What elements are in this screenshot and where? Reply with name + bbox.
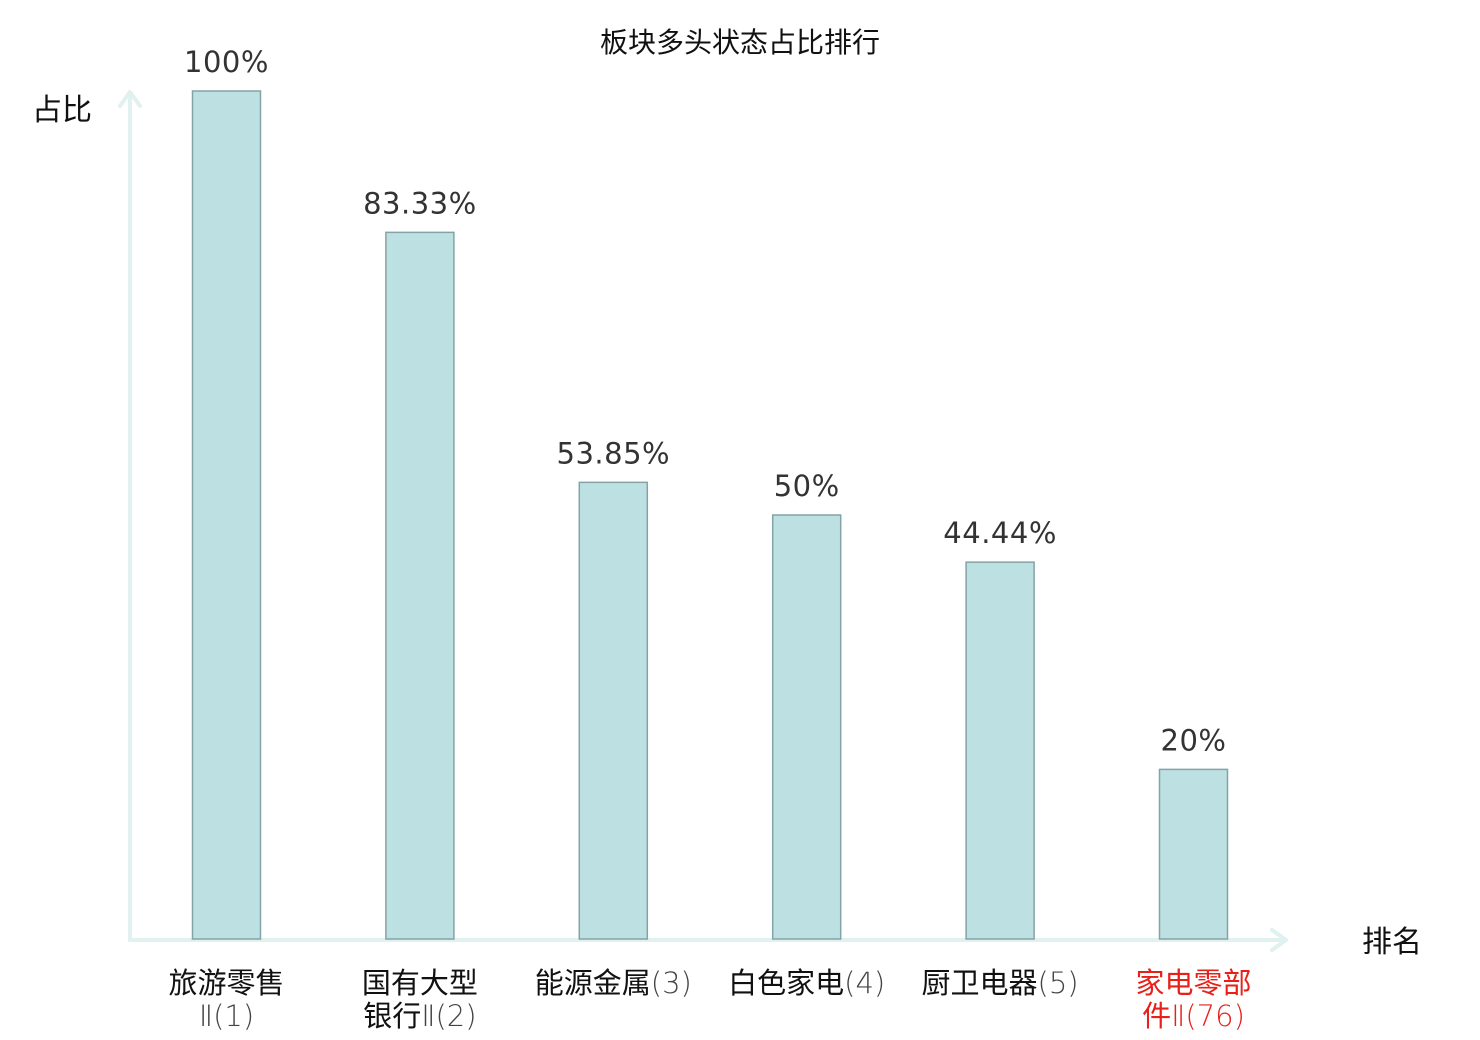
y-axis-label: 占比 xyxy=(32,93,92,128)
x-tick-rank: Ⅱ(1) xyxy=(199,999,254,1033)
x-tick-label: 银行Ⅱ(2) xyxy=(363,999,476,1033)
x-tick-name: 国有大型 xyxy=(362,966,478,1000)
x-tick-name: 白色家电 xyxy=(728,966,844,1000)
bar xyxy=(578,481,649,940)
bar-value-label: 100% xyxy=(184,45,269,79)
x-tick-label: 旅游零售 xyxy=(168,966,284,1000)
x-axis-line xyxy=(128,928,1288,952)
x-tick-label: 白色家电(4) xyxy=(728,966,885,1000)
x-tick-label: Ⅱ(1) xyxy=(199,999,254,1033)
bar xyxy=(1158,768,1229,940)
x-tick-label: 能源金属(3) xyxy=(535,966,692,1000)
bar xyxy=(385,231,455,940)
x-tick-label: 家电零部 xyxy=(1135,966,1251,1000)
chart-title: 板块多头状态占比排行 xyxy=(600,26,880,59)
y-axis-line xyxy=(118,90,142,942)
x-tick-name: 件 xyxy=(1142,999,1171,1033)
x-tick-rank: (3) xyxy=(651,966,692,1000)
x-tick-name: 旅游零售 xyxy=(168,966,284,1000)
x-tick-label: 件Ⅱ(76) xyxy=(1142,999,1245,1033)
bar xyxy=(771,514,842,940)
x-tick-name: 厨卫电器 xyxy=(922,966,1038,1000)
bar xyxy=(191,90,262,940)
x-tick-rank: Ⅱ(2) xyxy=(421,999,476,1033)
x-axis-label: 排名 xyxy=(1362,925,1422,960)
x-tick-rank: (5) xyxy=(1038,966,1079,1000)
bar-value-label: 44.44% xyxy=(943,516,1057,550)
x-tick-name: 银行 xyxy=(363,999,421,1033)
bar xyxy=(965,561,1035,940)
x-tick-rank: Ⅱ(76) xyxy=(1171,999,1245,1033)
x-tick-label: 厨卫电器(5) xyxy=(922,966,1079,1000)
x-tick-rank: (4) xyxy=(844,966,885,1000)
x-tick-label: 国有大型 xyxy=(362,966,478,1000)
x-tick-name: 能源金属 xyxy=(535,966,651,1000)
bar-value-label: 50% xyxy=(774,469,840,503)
x-tick-name: 家电零部 xyxy=(1135,966,1251,1000)
bar-value-label: 53.85% xyxy=(557,436,671,470)
bar-value-label: 20% xyxy=(1161,723,1227,757)
bar-value-label: 83.33% xyxy=(363,186,477,220)
